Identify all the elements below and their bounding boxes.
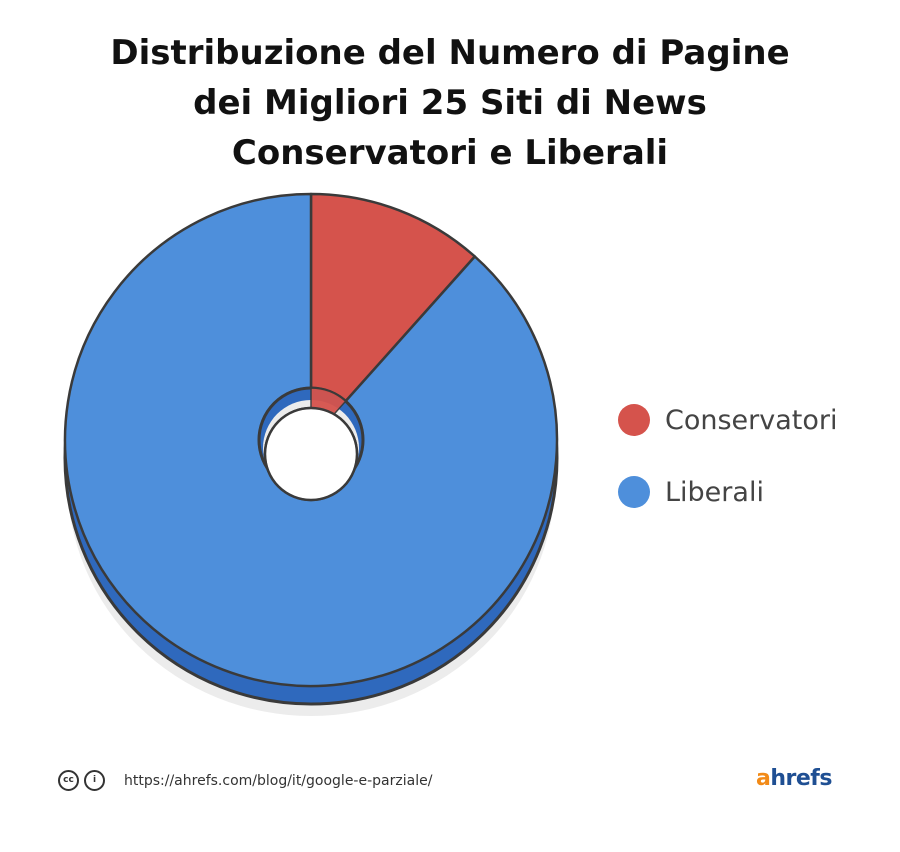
chart-title-line-1: Distribuzione del Numero di Pagine xyxy=(110,33,790,73)
legend-label-conservatori: Conservatori xyxy=(665,404,838,436)
source-url[interactable]: https://ahrefs.com/blog/it/google-e-parz… xyxy=(124,772,433,789)
chart-title: Distribuzione del Numero di Pagine dei M… xyxy=(0,28,900,178)
donut-hole-rim xyxy=(263,406,359,502)
legend-swatch-conservatori xyxy=(618,404,650,436)
attribution-icon: i xyxy=(84,770,105,791)
legend-label-liberali: Liberali xyxy=(665,476,764,508)
legend-item-liberali: Liberali xyxy=(618,456,838,528)
legend: Conservatori Liberali xyxy=(618,384,838,528)
chart-title-line-2: dei Migliori 25 Siti di News xyxy=(193,83,707,123)
donut-hole-inner xyxy=(266,409,356,499)
legend-item-conservatori: Conservatori xyxy=(618,384,838,456)
ahrefs-logo: ahrefs xyxy=(756,766,832,791)
chart-title-line-3: Conservatori e Liberali xyxy=(231,133,669,173)
creative-commons-icon: cc xyxy=(58,770,79,791)
footer: cc i https://ahrefs.com/blog/it/google-e… xyxy=(58,770,432,791)
legend-swatch-liberali xyxy=(618,476,650,508)
